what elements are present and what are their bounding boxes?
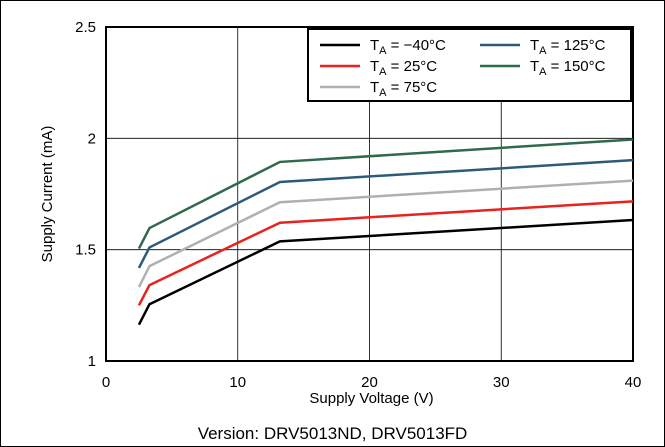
x-tick-label: 0 (102, 374, 110, 391)
series-line-3 (137, 158, 634, 269)
y-tick-label: 1.5 (75, 242, 96, 259)
x-axis-title: Supply Voltage (V) (309, 390, 433, 407)
legend-label-4: TA = 150°C (530, 58, 606, 78)
version-caption: Version: DRV5013ND, DRV5013FD (197, 424, 468, 443)
x-tick-label: 30 (493, 374, 510, 391)
series-line-4 (137, 138, 634, 250)
series-line-0 (137, 218, 634, 326)
series-line-2 (137, 179, 634, 288)
legend-label-0: TA = −40°C (370, 37, 446, 57)
legend-label-2: TA = 75°C (370, 79, 437, 99)
y-tick-label: 2 (88, 130, 96, 147)
x-tick-label: 20 (361, 374, 378, 391)
x-tick-label: 40 (625, 374, 642, 391)
y-axis-title: Supply Current (mA) (39, 126, 56, 263)
y-tick-label: 2.5 (75, 19, 96, 36)
plot-border (105, 26, 634, 362)
x-tick-label: 10 (229, 374, 246, 391)
legend-box (307, 28, 632, 102)
legend-label-1: TA = 25°C (370, 58, 437, 78)
y-tick-label: 1 (88, 353, 96, 370)
series-line-1 (137, 200, 634, 306)
legend-label-3: TA = 125°C (530, 37, 606, 57)
